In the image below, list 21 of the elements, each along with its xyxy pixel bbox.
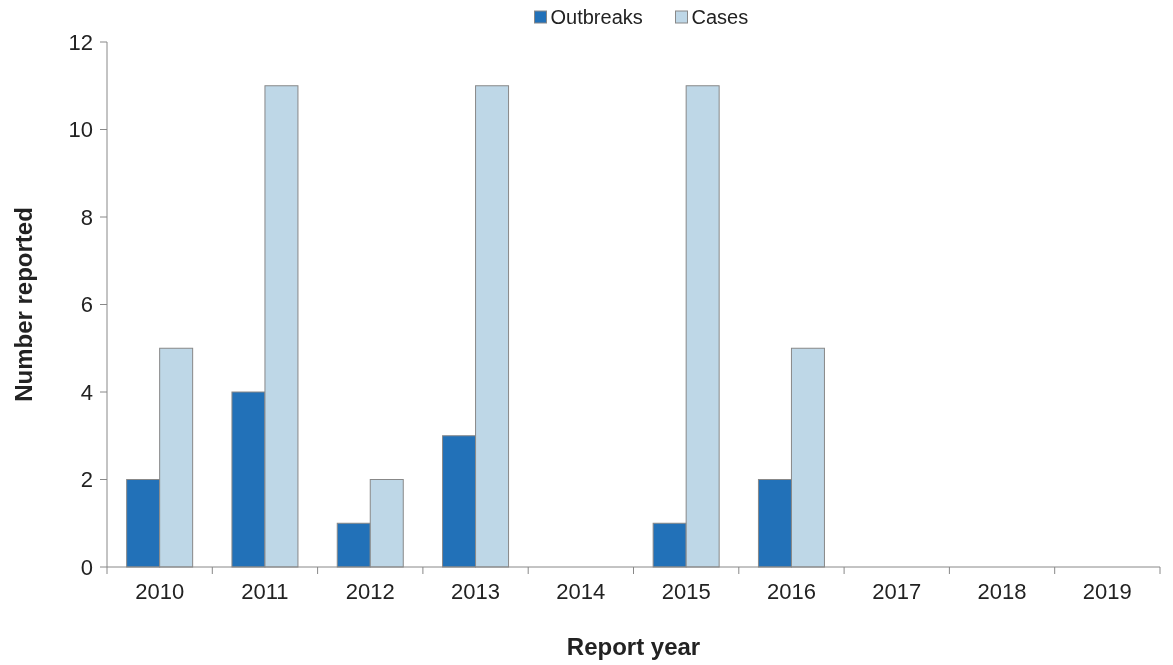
x-tick-label: 2011 (241, 579, 289, 604)
x-tick-label: 2013 (451, 579, 501, 604)
x-axis-title: Report year (566, 633, 701, 660)
y-tick-label: 8 (80, 204, 93, 230)
x-tick-label: 2017 (872, 579, 922, 604)
x-tick-label: 2019 (1082, 579, 1132, 604)
y-tick-label: 0 (80, 554, 93, 580)
y-tick-label: 6 (80, 292, 93, 318)
x-tick-label: 2015 (661, 579, 711, 604)
legend-label: Cases (691, 6, 749, 28)
legend-label: Outbreaks (550, 6, 643, 28)
y-axis-title: Number reported (10, 207, 37, 402)
y-tick-label: 10 (68, 117, 93, 143)
x-tick-label: 2010 (135, 579, 185, 604)
y-tick-label: 4 (80, 379, 93, 405)
x-tick-label: 2016 (766, 579, 816, 604)
y-tick-label: 12 (68, 29, 93, 55)
x-tick-label: 2014 (556, 579, 606, 604)
x-tick-label: 2018 (977, 579, 1027, 604)
x-tick-label: 2012 (345, 579, 395, 604)
y-tick-label: 2 (80, 467, 93, 493)
